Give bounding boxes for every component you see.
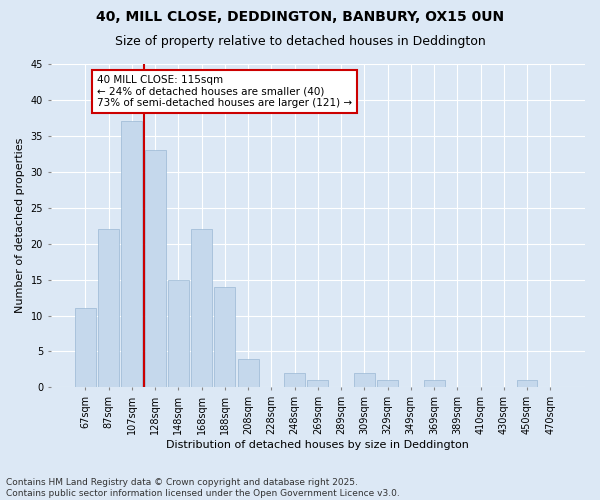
Bar	[145, 150, 166, 388]
Bar	[75, 308, 96, 388]
Bar	[168, 280, 189, 388]
Bar	[238, 358, 259, 388]
Text: 40, MILL CLOSE, DEDDINGTON, BANBURY, OX15 0UN: 40, MILL CLOSE, DEDDINGTON, BANBURY, OX1…	[96, 10, 504, 24]
Text: Contains HM Land Registry data © Crown copyright and database right 2025.
Contai: Contains HM Land Registry data © Crown c…	[6, 478, 400, 498]
Bar	[424, 380, 445, 388]
Text: Size of property relative to detached houses in Deddington: Size of property relative to detached ho…	[115, 35, 485, 48]
Bar	[354, 373, 375, 388]
Bar	[121, 122, 142, 388]
Bar	[284, 373, 305, 388]
Bar	[214, 287, 235, 388]
X-axis label: Distribution of detached houses by size in Deddington: Distribution of detached houses by size …	[166, 440, 469, 450]
Text: 40 MILL CLOSE: 115sqm
← 24% of detached houses are smaller (40)
73% of semi-deta: 40 MILL CLOSE: 115sqm ← 24% of detached …	[97, 75, 352, 108]
Y-axis label: Number of detached properties: Number of detached properties	[15, 138, 25, 314]
Bar	[517, 380, 538, 388]
Bar	[191, 230, 212, 388]
Bar	[307, 380, 328, 388]
Bar	[98, 230, 119, 388]
Bar	[377, 380, 398, 388]
